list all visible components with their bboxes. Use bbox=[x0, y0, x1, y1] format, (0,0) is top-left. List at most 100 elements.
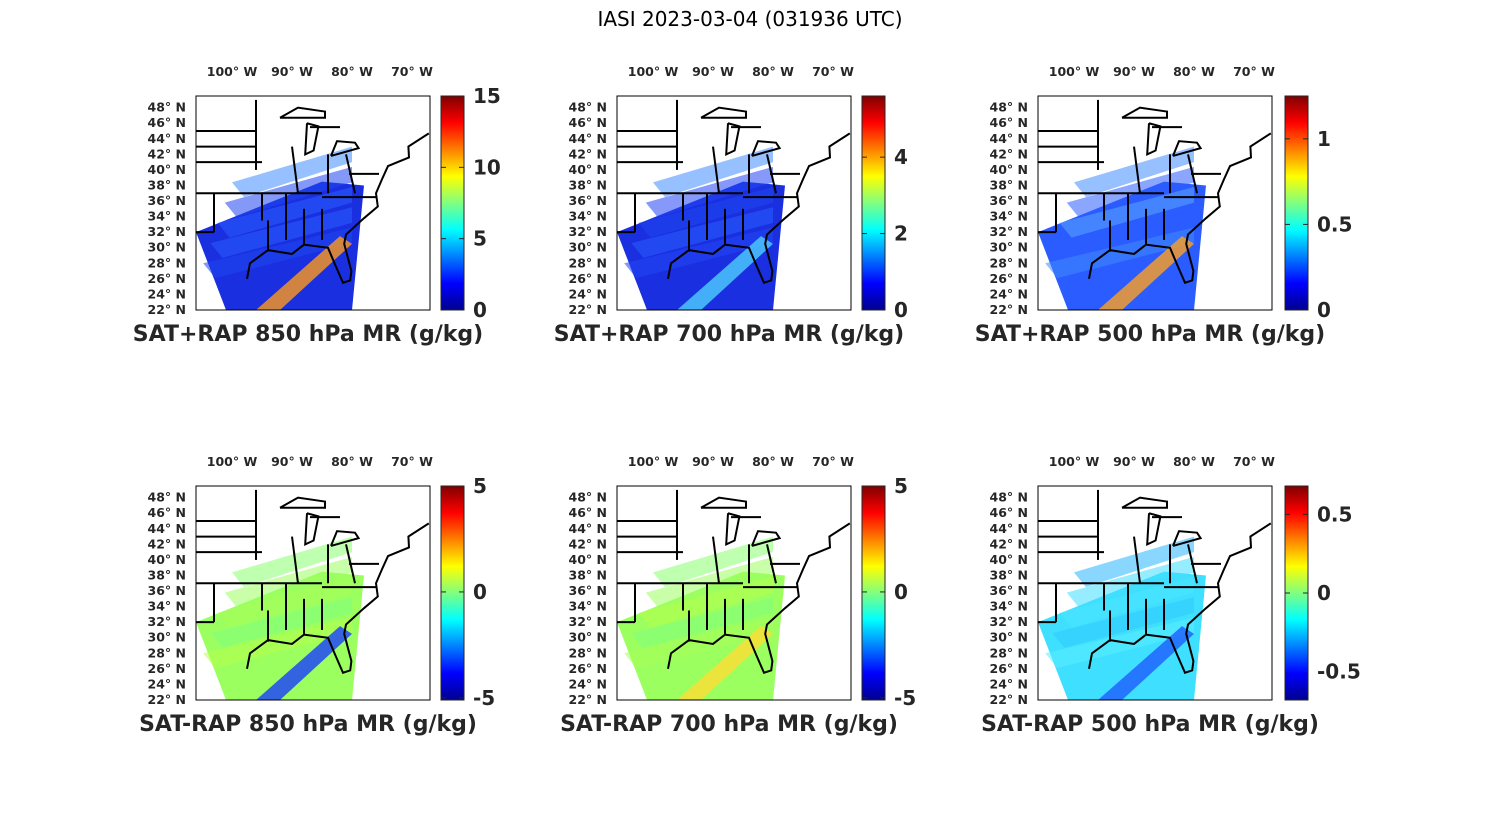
colorbar-tick-label: 0.5 bbox=[1317, 212, 1352, 236]
swath-band bbox=[1045, 227, 1194, 279]
lat-tick-label: 36° N bbox=[569, 583, 607, 598]
swath-band bbox=[232, 536, 352, 588]
lat-tick-label: 48° N bbox=[990, 100, 1028, 115]
lake-outline bbox=[304, 512, 320, 546]
lon-tick-label: 70° W bbox=[812, 454, 854, 469]
lon-tick-label: 90° W bbox=[271, 64, 313, 79]
lat-tick-label: 40° N bbox=[148, 162, 186, 177]
swath-band bbox=[1066, 166, 1194, 218]
moisture-band bbox=[677, 626, 773, 700]
lat-tick-label: 48° N bbox=[148, 490, 186, 505]
lon-tick-label: 80° W bbox=[331, 64, 373, 79]
lat-tick-label: 38° N bbox=[148, 567, 186, 582]
lake-outline bbox=[700, 496, 747, 509]
swath-field bbox=[1038, 536, 1206, 700]
lat-tick-label: 26° N bbox=[569, 661, 607, 676]
lat-tick-label: 30° N bbox=[148, 630, 186, 645]
lake-outline bbox=[330, 530, 361, 547]
lake-outline bbox=[330, 140, 361, 157]
colorbar-tick-label: -5 bbox=[473, 686, 495, 710]
swath-band bbox=[210, 207, 352, 258]
lat-tick-label: 32° N bbox=[990, 614, 1028, 629]
lat-tick-label: 44° N bbox=[569, 131, 607, 146]
lat-tick-label: 36° N bbox=[148, 583, 186, 598]
lat-tick-label: 26° N bbox=[569, 271, 607, 286]
lon-tick-label: 100° W bbox=[628, 64, 679, 79]
boundary-line bbox=[712, 536, 720, 584]
swath-band bbox=[224, 556, 352, 608]
lon-tick-label: 80° W bbox=[752, 454, 794, 469]
swath-field bbox=[196, 536, 364, 700]
lake-outline bbox=[279, 496, 326, 509]
map-panel-1: 100° W 90° W 80° W 70° W 48° N46° N44° N42° … bbox=[133, 64, 501, 347]
lon-tick-label: 90° W bbox=[692, 454, 734, 469]
boundary-line bbox=[1133, 536, 1141, 584]
lat-tick-label: 46° N bbox=[990, 115, 1028, 130]
lat-tick-label: 38° N bbox=[990, 177, 1028, 192]
lat-tick-label: 24° N bbox=[148, 676, 186, 691]
lat-tick-label: 46° N bbox=[148, 115, 186, 130]
lat-tick-label: 44° N bbox=[148, 521, 186, 536]
lat-tick-label: 30° N bbox=[569, 630, 607, 645]
coastline bbox=[246, 132, 430, 284]
colorbar-tick-label: 5 bbox=[473, 474, 487, 498]
lake-outline bbox=[1146, 512, 1162, 546]
lat-tick-label: 42° N bbox=[569, 536, 607, 551]
panel-title: SAT+RAP 500 hPa MR (g/kg) bbox=[975, 322, 1325, 347]
colorbar bbox=[440, 485, 465, 701]
lon-tick-label: 80° W bbox=[331, 454, 373, 469]
lat-tick-label: 30° N bbox=[148, 240, 186, 255]
lat-tick-label: 36° N bbox=[569, 193, 607, 208]
lat-tick-label: 28° N bbox=[148, 255, 186, 270]
moisture-band bbox=[1098, 626, 1194, 700]
lat-tick-label: 46° N bbox=[148, 505, 186, 520]
lat-tick-label: 26° N bbox=[990, 661, 1028, 676]
colorbar-tick-label: 0 bbox=[473, 580, 487, 604]
swath-band bbox=[631, 597, 773, 648]
lat-tick-label: 42° N bbox=[148, 536, 186, 551]
lat-tick-label: 24° N bbox=[990, 286, 1028, 301]
lat-tick-label: 48° N bbox=[569, 100, 607, 115]
lat-tick-label: 26° N bbox=[148, 661, 186, 676]
swath-band bbox=[1074, 146, 1194, 198]
state-boundaries bbox=[617, 489, 851, 674]
lon-tick-label: 70° W bbox=[391, 454, 433, 469]
lon-tick-label: 70° W bbox=[1233, 64, 1275, 79]
swath-band bbox=[638, 187, 773, 238]
swath-field bbox=[617, 536, 785, 700]
map-panel-2: 100° W 90° W 80° W 70° W 48° N46° N44° N42° … bbox=[554, 64, 908, 347]
lon-tick-label: 90° W bbox=[692, 64, 734, 79]
state-boundaries bbox=[196, 99, 430, 284]
lake-outline bbox=[279, 106, 326, 119]
lat-tick-label: 34° N bbox=[990, 209, 1028, 224]
state-boundaries bbox=[617, 99, 851, 284]
lon-tick-label: 100° W bbox=[1049, 64, 1100, 79]
lat-tick-label: 34° N bbox=[569, 209, 607, 224]
swath-band bbox=[624, 227, 773, 279]
lat-tick-label: 44° N bbox=[990, 131, 1028, 146]
lat-tick-label: 24° N bbox=[148, 286, 186, 301]
lat-tick-label: 28° N bbox=[990, 645, 1028, 660]
swath-band bbox=[653, 536, 773, 588]
lat-tick-label: 24° N bbox=[990, 676, 1028, 691]
lon-tick-label: 70° W bbox=[1233, 454, 1275, 469]
lon-tick-label: 100° W bbox=[207, 64, 258, 79]
lat-tick-label: 32° N bbox=[569, 614, 607, 629]
lat-tick-label: 30° N bbox=[990, 630, 1028, 645]
lat-tick-label: 42° N bbox=[990, 146, 1028, 161]
lat-tick-label: 48° N bbox=[990, 490, 1028, 505]
lon-tick-label: 90° W bbox=[1113, 64, 1155, 79]
lat-tick-label: 44° N bbox=[990, 521, 1028, 536]
swath-band bbox=[638, 577, 773, 628]
boundary-line bbox=[712, 146, 720, 194]
coastline bbox=[1088, 522, 1272, 674]
lat-tick-label: 28° N bbox=[569, 255, 607, 270]
state-boundaries bbox=[1038, 99, 1272, 284]
colorbar-tick-label: 5 bbox=[894, 474, 908, 498]
map-panel-4: 100° W 90° W 80° W 70° W 48° N46° N44° N42° … bbox=[139, 454, 495, 737]
lat-tick-label: 22° N bbox=[990, 692, 1028, 707]
lat-tick-label: 22° N bbox=[148, 302, 186, 317]
map-panel-3: 100° W 90° W 80° W 70° W 48° N46° N44° N42° … bbox=[975, 64, 1353, 347]
lat-tick-label: 46° N bbox=[990, 505, 1028, 520]
